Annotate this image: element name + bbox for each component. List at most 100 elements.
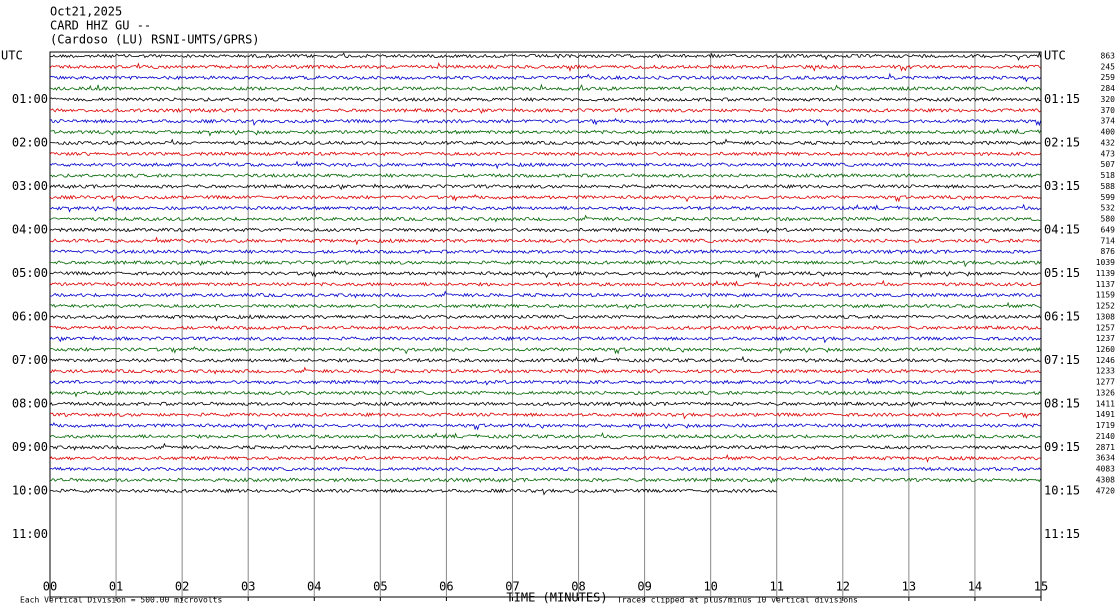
right-time-label: 08:15 (1044, 396, 1080, 410)
trace (49, 301, 1041, 310)
trace (49, 355, 1041, 363)
trace (49, 107, 1041, 115)
trace (49, 151, 1041, 158)
row-value: 1246 (1096, 356, 1115, 365)
trace (49, 314, 1041, 322)
x-tick-label: 00 (43, 580, 57, 594)
row-value: 259 (1101, 73, 1116, 82)
row-value: 374 (1101, 117, 1116, 126)
trace (49, 325, 1041, 331)
row-value: 1257 (1096, 323, 1115, 332)
row-value: 370 (1101, 106, 1116, 115)
trace (49, 390, 1041, 398)
x-tick-label: 08 (571, 580, 585, 594)
x-tick-label: 02 (175, 580, 189, 594)
row-value: 507 (1101, 160, 1116, 169)
trace (49, 172, 1041, 179)
row-value: 1039 (1096, 258, 1115, 267)
trace (49, 279, 1041, 287)
left-time-label: 03:00 (12, 179, 48, 193)
trace (49, 51, 1041, 61)
row-value: 1137 (1096, 280, 1115, 289)
trace (49, 270, 1041, 279)
trace (49, 117, 1041, 127)
trace (49, 290, 1041, 299)
right-time-label: 09:15 (1044, 440, 1080, 454)
left-time-label: 04:00 (12, 222, 48, 236)
right-time-label: 05:15 (1044, 266, 1080, 280)
x-tick-label: 11 (770, 580, 784, 594)
site: (Cardoso (LU) RSNI-UMTS/GPRS) (50, 33, 260, 47)
row-value: 518 (1101, 171, 1116, 180)
trace (49, 236, 1041, 246)
trace (49, 227, 1041, 234)
left-time-label: 08:00 (12, 396, 48, 410)
trace (49, 193, 1041, 203)
row-value: 1233 (1096, 367, 1115, 376)
row-value: 1277 (1096, 378, 1115, 387)
row-value: 2140 (1096, 432, 1115, 441)
x-tick-label: 13 (902, 580, 916, 594)
right-time-label: 01:15 (1044, 92, 1080, 106)
station: CARD HHZ GU -- (50, 19, 151, 33)
right-time-label: 07:15 (1044, 353, 1080, 367)
x-tick-label: 03 (241, 580, 255, 594)
row-value: 1719 (1096, 421, 1115, 430)
trace (49, 249, 1041, 255)
row-value: 400 (1101, 128, 1116, 137)
x-tick-label: 01 (109, 580, 123, 594)
row-value: 1491 (1096, 410, 1115, 419)
trace (49, 83, 1041, 92)
trace (49, 466, 1041, 472)
x-tick-label: 04 (307, 580, 321, 594)
clip-note: Traces clipped at plus/minus 10 vertical… (617, 596, 858, 605)
row-value: 863 (1101, 52, 1116, 61)
trace (49, 335, 1041, 344)
row-value: 1159 (1096, 291, 1115, 300)
row-value: 1139 (1096, 269, 1115, 278)
row-value: 284 (1101, 84, 1116, 93)
right-time-label: 11:15 (1044, 527, 1080, 541)
trace (49, 203, 1041, 213)
row-value: 532 (1101, 204, 1116, 213)
row-value: 876 (1101, 247, 1116, 256)
row-value: 1252 (1096, 302, 1115, 311)
row-value: 599 (1101, 193, 1116, 202)
row-value: 588 (1101, 182, 1116, 191)
x-tick-label: 05 (373, 580, 387, 594)
right-time-label: 03:15 (1044, 179, 1080, 193)
trace (49, 183, 1041, 191)
left-time-label: 06:00 (12, 309, 48, 323)
row-value: 4308 (1096, 475, 1115, 484)
left-time-label: 07:00 (12, 353, 48, 367)
left-time-label: 09:00 (12, 440, 48, 454)
row-value: 2871 (1096, 443, 1115, 452)
x-tick-label: 14 (968, 580, 982, 594)
trace (49, 453, 1041, 463)
row-value: 4720 (1096, 486, 1115, 495)
row-value: 1411 (1096, 399, 1115, 408)
trace (49, 346, 1041, 355)
trace (50, 412, 1041, 420)
x-axis-label: TIME (MINUTES) (506, 591, 607, 605)
trace (49, 160, 1041, 170)
left-time-label: UTC (1, 49, 23, 63)
row-value: 580 (1101, 215, 1116, 224)
row-value: 320 (1101, 95, 1116, 104)
trace (49, 366, 1041, 375)
left-time-label: 05:00 (12, 266, 48, 280)
left-time-label: 10:00 (12, 483, 48, 497)
row-value: 1326 (1096, 388, 1115, 397)
scale-note: Each Vertical Division = 500.00 microvol… (20, 596, 222, 605)
plot-frame (49, 51, 1042, 598)
row-value: 3634 (1096, 454, 1115, 463)
left-time-label: 02:00 (12, 135, 48, 149)
x-tick-label: 15 (1034, 580, 1048, 594)
x-tick-label: 06 (439, 580, 453, 594)
trace (49, 431, 1041, 439)
row-value: 245 (1101, 62, 1116, 71)
row-value: 473 (1101, 149, 1116, 158)
row-value: 649 (1101, 225, 1116, 234)
